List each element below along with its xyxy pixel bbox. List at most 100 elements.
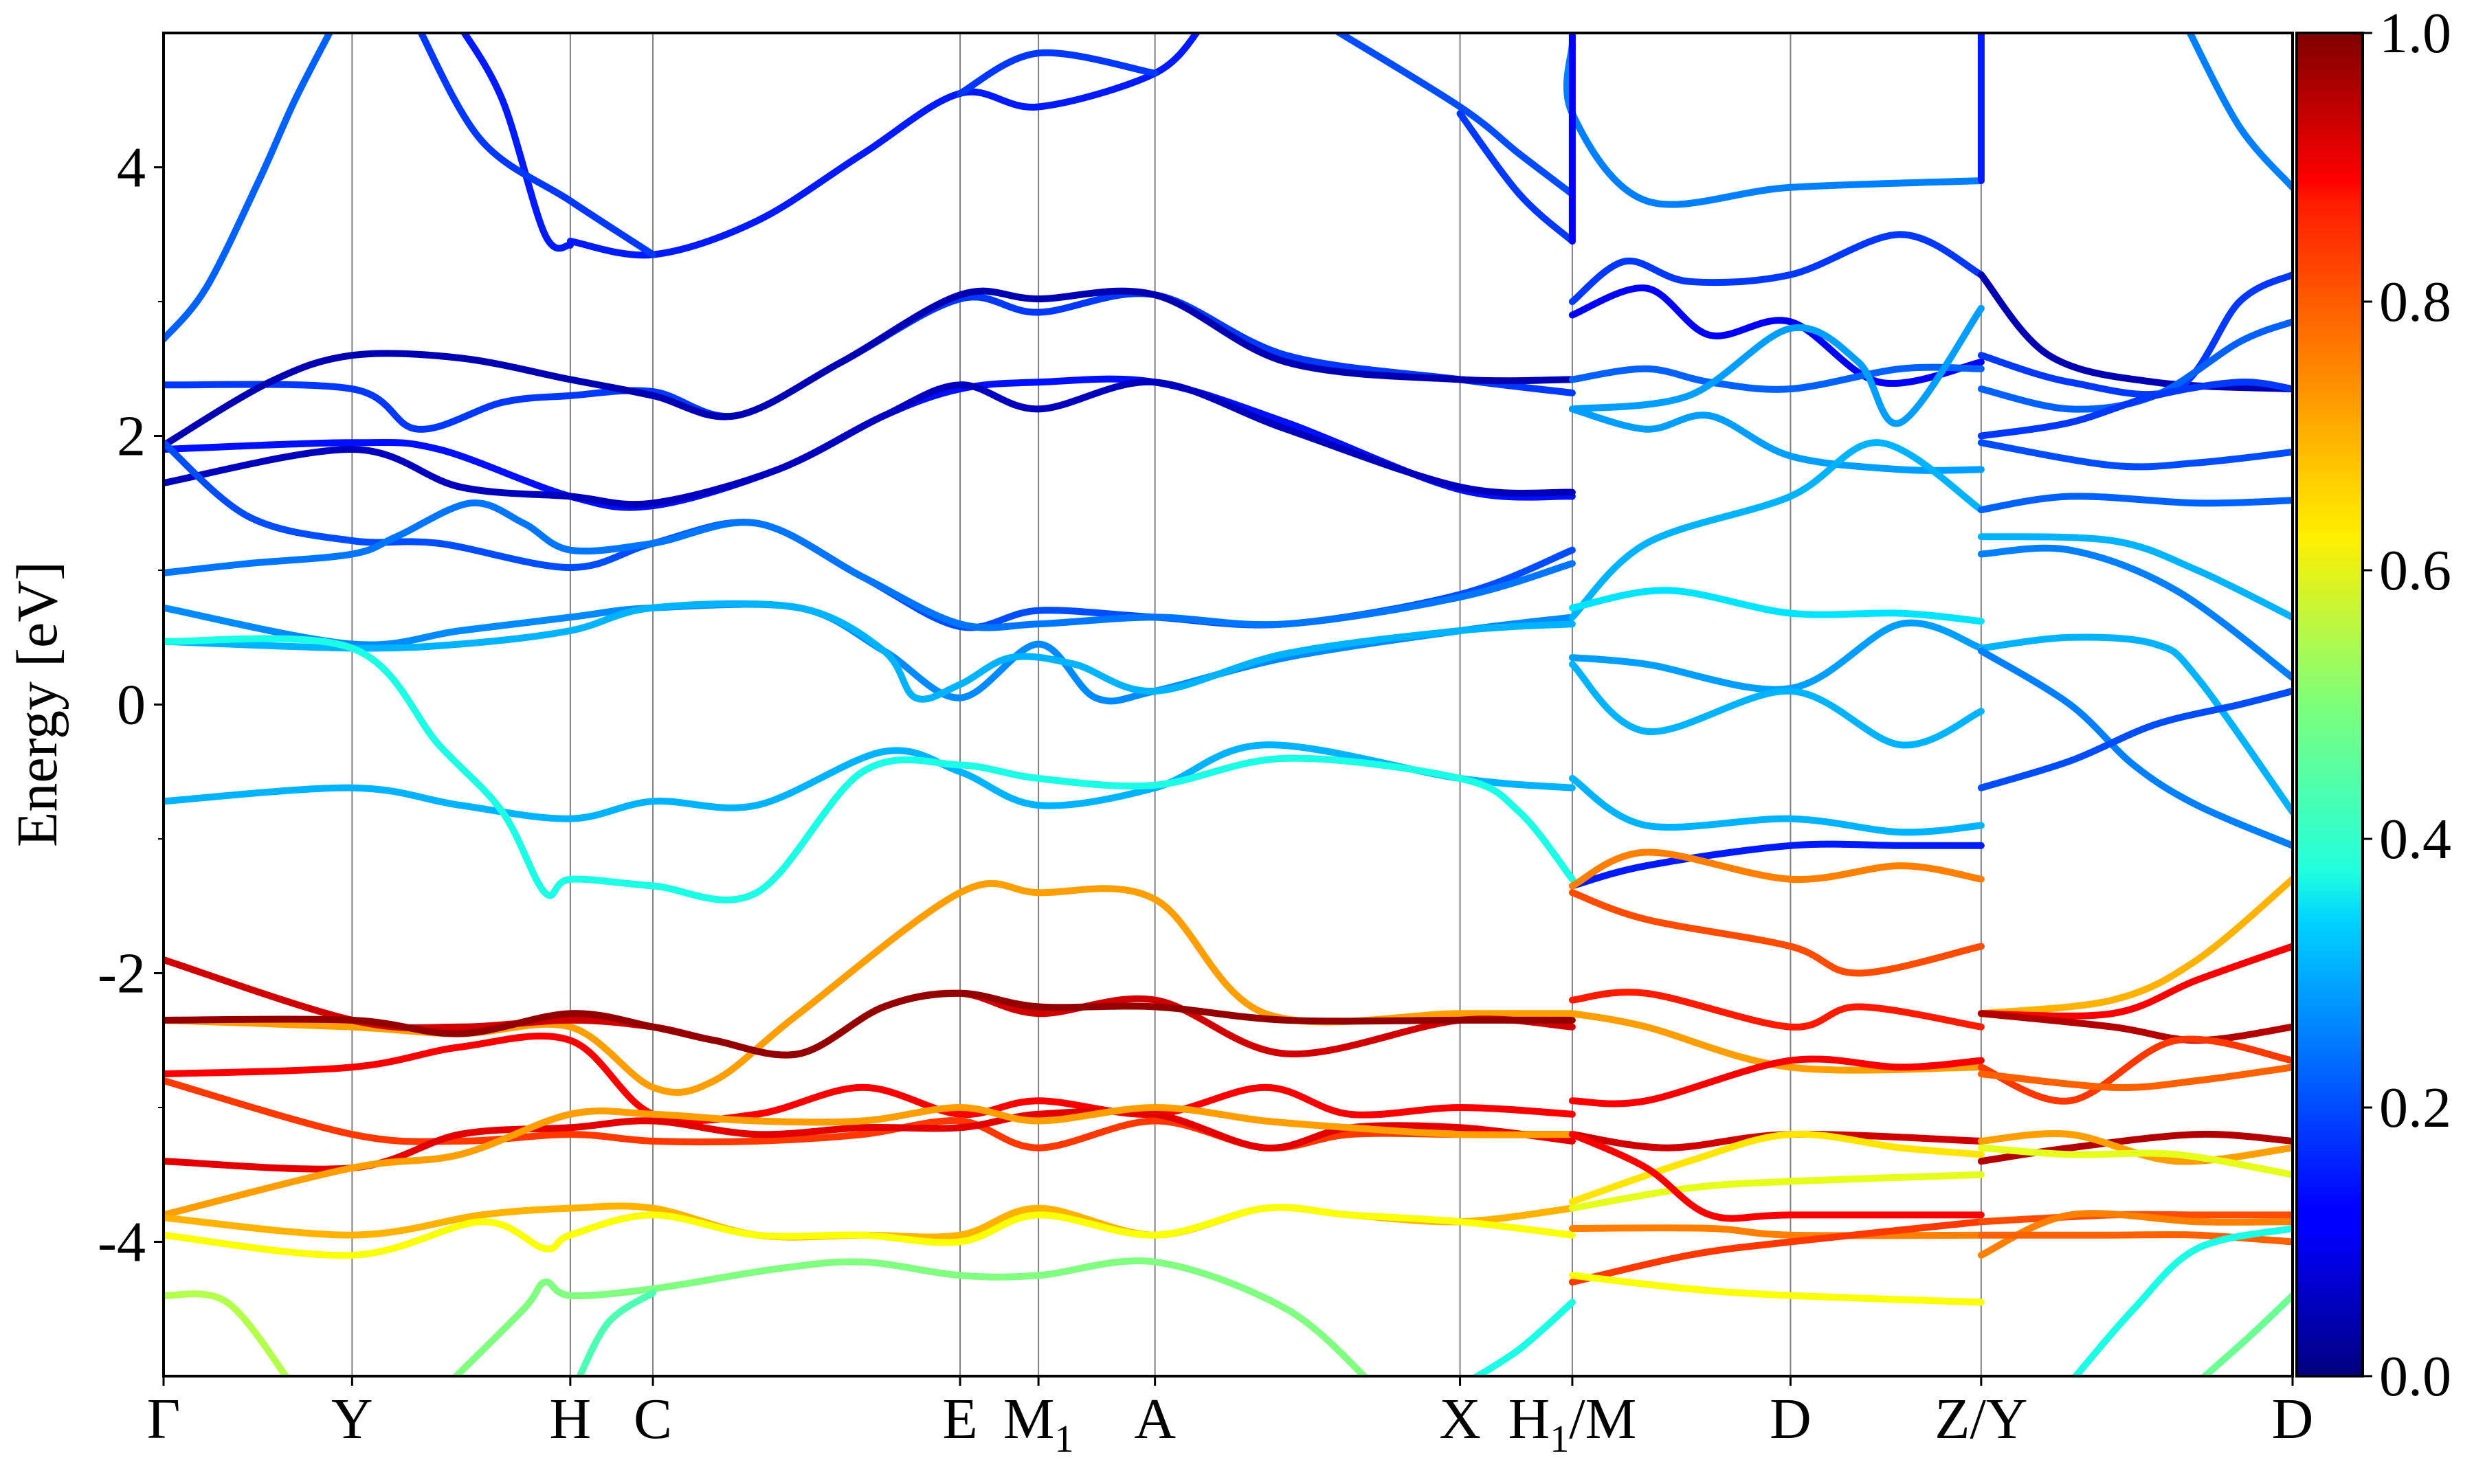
band-line xyxy=(1977,544,2293,682)
band-line xyxy=(1977,439,2293,471)
band-line xyxy=(164,439,1576,631)
y-tick-label: -4 xyxy=(98,1211,146,1274)
x-tick-label: D xyxy=(1770,1387,1812,1451)
band-line xyxy=(1977,1064,2293,1091)
band-line xyxy=(1977,493,2293,513)
band-line xyxy=(1568,405,1985,474)
band-line xyxy=(1568,284,1985,387)
y-tick-label: 4 xyxy=(117,136,146,200)
band-line xyxy=(164,956,1576,1059)
colorbar-tick-label: 1.0 xyxy=(2379,1,2451,65)
band-line xyxy=(1456,110,1576,245)
band-line xyxy=(1568,1272,1985,1306)
band-line xyxy=(1568,1131,1985,1222)
band-line xyxy=(164,635,1576,903)
band-line xyxy=(1977,1144,2293,1178)
band-line xyxy=(1568,1055,1985,1108)
x-tick-label: D xyxy=(2272,1387,2314,1451)
band-lines xyxy=(164,33,2293,1376)
band-line xyxy=(164,1104,1576,1219)
band-line xyxy=(566,33,1201,259)
x-tick-label: H xyxy=(550,1387,592,1451)
x-tick-label: M1 xyxy=(1003,1387,1074,1461)
band-line xyxy=(164,600,1576,703)
band-line xyxy=(1333,33,1576,198)
band-line xyxy=(1568,1171,1985,1212)
band-line xyxy=(164,1290,290,1376)
x-axis-ticks: Γ Y H C E M1 A X H1/M D Z/Y D xyxy=(147,1376,2314,1461)
colorbar-ticks: 0.0 0.2 0.4 0.6 0.8 1.0 xyxy=(2363,1,2451,1408)
colorbar: 0.0 0.2 0.4 0.6 0.8 1.0 xyxy=(2295,1,2451,1408)
band-line xyxy=(1568,363,1985,393)
band-line xyxy=(1568,775,1985,836)
colorbar-tick-label: 0.4 xyxy=(2379,807,2451,871)
band-line xyxy=(164,741,1576,822)
band-line xyxy=(1563,40,1985,208)
band-line xyxy=(1977,533,2293,621)
band-line xyxy=(1977,943,2293,1020)
band-line xyxy=(957,49,1159,97)
band-line xyxy=(1568,660,1985,749)
x-tick-label: Y xyxy=(331,1387,373,1451)
band-line xyxy=(1568,1130,1985,1205)
y-tick-label: 0 xyxy=(117,673,146,737)
band-line xyxy=(1977,633,2293,816)
band-line xyxy=(164,378,1576,508)
band-line xyxy=(1568,848,1985,890)
colorbar-tick-label: 0.2 xyxy=(2379,1076,2451,1140)
band-line xyxy=(1977,1130,2293,1165)
band-line xyxy=(1568,989,1985,1031)
band-line xyxy=(164,600,1576,705)
x-tick-label: A xyxy=(1134,1387,1176,1451)
x-tick-label: H1/M xyxy=(1508,1387,1637,1461)
band-line xyxy=(417,33,657,258)
band-line xyxy=(1568,1218,1985,1286)
x-tick-label: X xyxy=(1439,1387,1481,1451)
band-line xyxy=(1977,1010,2293,1044)
colorbar-gradient xyxy=(2295,32,2364,1378)
x-tick-label: Γ xyxy=(147,1387,181,1451)
band-line xyxy=(1568,840,1985,890)
band-line xyxy=(164,290,1576,433)
y-tick-label: 2 xyxy=(117,405,146,469)
band-line xyxy=(164,499,1576,631)
band-line xyxy=(1568,619,1985,693)
band-line xyxy=(1568,231,1985,305)
band-line xyxy=(1568,587,1985,625)
plot-area: 4 2 0 -2 -4 Γ Y H C E M1 A X H1/M D Z/Y D Energy [eV] xyxy=(5,32,2314,1461)
band-line xyxy=(2071,1225,2293,1376)
band-line xyxy=(1568,304,1985,427)
band-line xyxy=(2186,33,2293,191)
band-line xyxy=(1977,875,2293,1018)
band-line xyxy=(451,1257,1369,1376)
band-line xyxy=(1977,271,2293,393)
band-line xyxy=(164,1204,1576,1259)
band-line xyxy=(1568,889,1985,977)
band-line xyxy=(1568,1224,1985,1239)
band-line xyxy=(1977,647,2293,849)
band-line xyxy=(164,287,1576,449)
band-line xyxy=(1471,1298,1576,1376)
band-line xyxy=(1977,379,2293,440)
band-line xyxy=(1568,1130,1985,1151)
band-line xyxy=(164,33,334,343)
y-tick-label: -2 xyxy=(98,942,146,1006)
band-line xyxy=(164,1033,1576,1125)
colorbar-tick-label: 0.8 xyxy=(2379,270,2451,334)
band-line xyxy=(460,33,574,252)
band-line xyxy=(1977,1035,2293,1105)
x-tick-label: E xyxy=(942,1387,977,1451)
y-axis-ticks: 4 2 0 -2 -4 xyxy=(98,136,164,1274)
band-line xyxy=(164,989,1576,1059)
y-axis-label: Energy [eV] xyxy=(5,561,69,847)
band-line xyxy=(2199,1292,2293,1376)
band-line xyxy=(576,1289,657,1376)
band-line xyxy=(164,1108,1576,1173)
x-tick-label: C xyxy=(634,1387,672,1451)
band-line xyxy=(1977,687,2293,791)
colorbar-tick-label: 0.6 xyxy=(2379,539,2451,603)
band-line xyxy=(1568,439,1985,621)
x-tick-label: Z/Y xyxy=(1935,1387,2027,1451)
colorbar-tick-label: 0.0 xyxy=(2379,1345,2451,1408)
